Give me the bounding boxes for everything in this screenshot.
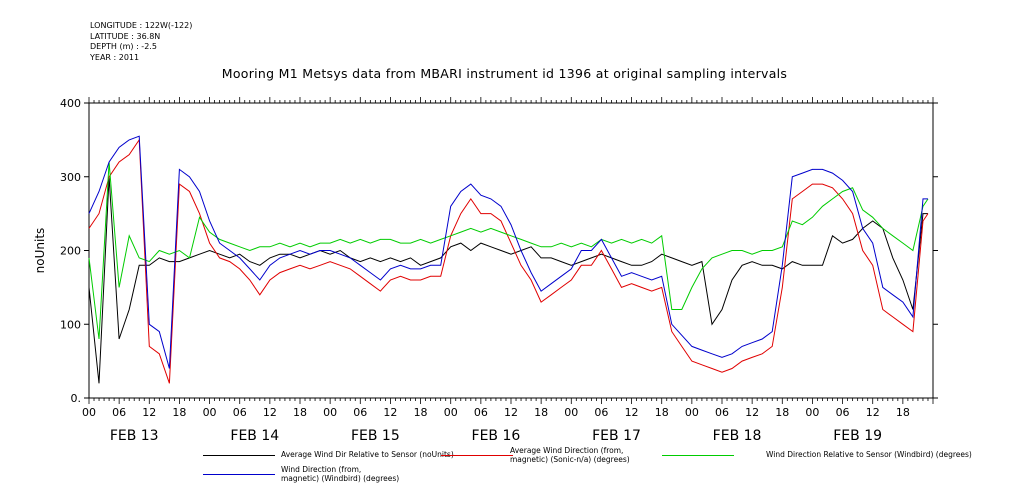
legend-swatch (203, 455, 275, 456)
x-tick-label: 06 (836, 406, 850, 419)
x-tick-label: 06 (112, 406, 126, 419)
y-tick-label: 400 (60, 97, 81, 110)
x-tick-label: 06 (474, 406, 488, 419)
x-tick-label: 00 (203, 406, 217, 419)
y-tick-label: 0. (71, 392, 82, 405)
x-tick-label: 18 (414, 406, 428, 419)
x-day-label: FEB 18 (713, 428, 762, 444)
x-tick-label: 18 (896, 406, 910, 419)
x-tick-label: 06 (353, 406, 367, 419)
series-line-2 (88, 161, 929, 340)
series-line-3 (88, 135, 928, 369)
x-tick-label: 00 (82, 406, 96, 419)
legend-label: Wind Direction (from, magnetic) (Windbir… (281, 465, 400, 483)
legend-label: Wind Direction Relative to Sensor (Windb… (766, 450, 972, 459)
legend-label: Average Wind Dir Relative to Sensor (noU… (281, 450, 454, 459)
x-tick-label: 12 (866, 406, 880, 419)
x-day-label: FEB 19 (833, 428, 882, 444)
legend-swatch (203, 474, 275, 475)
x-day-label: FEB 17 (592, 428, 641, 444)
x-tick-label: 18 (655, 406, 669, 419)
x-day-label: FEB 15 (351, 428, 400, 444)
series-line-1 (88, 138, 929, 384)
x-tick-label: 00 (444, 406, 458, 419)
x-tick-label: 18 (293, 406, 307, 419)
x-tick-label: 12 (504, 406, 518, 419)
x-tick-label: 00 (805, 406, 819, 419)
y-tick-label: 100 (60, 318, 81, 331)
x-day-label: FEB 14 (230, 428, 279, 444)
x-tick-label: 06 (594, 406, 608, 419)
x-tick-label: 12 (745, 406, 759, 419)
x-tick-label: 18 (534, 406, 548, 419)
latitude-label: LATITUDE : 36.8N (90, 31, 161, 41)
legend-label: Average Wind Direction (from, magnetic) … (510, 446, 630, 464)
depth-label: DEPTH (m) : -2.5 (90, 42, 157, 51)
x-tick-label: 00 (323, 406, 337, 419)
x-day-label: FEB 13 (110, 428, 159, 444)
x-tick-label: 12 (142, 406, 156, 419)
y-tick-label: 300 (60, 171, 81, 184)
x-tick-label: 12 (625, 406, 639, 419)
year-label: YEAR : 2011 (90, 52, 140, 62)
x-tick-label: 12 (383, 406, 397, 419)
x-tick-label: 12 (263, 406, 277, 419)
x-tick-label: 00 (564, 406, 578, 419)
series-line-0 (88, 176, 928, 384)
x-tick-label: 06 (233, 406, 247, 419)
legend-swatch (441, 455, 513, 456)
x-tick-label: 00 (685, 406, 699, 419)
y-axis-label: noUnits (33, 228, 47, 274)
x-day-label: FEB 16 (472, 428, 521, 444)
x-tick-label: 06 (715, 406, 729, 419)
longitude-label: LONGITUDE : 122W(-122) (90, 21, 193, 30)
legend-swatch (662, 455, 734, 456)
plot-frame (88, 102, 934, 399)
x-tick-label: 18 (775, 406, 789, 419)
chart-title: Mooring M1 Metsys data from MBARI instru… (221, 66, 788, 81)
y-tick-label: 200 (60, 245, 81, 258)
metadata-block: LONGITUDE : 122W(-122) LATITUDE : 36.8N … (90, 21, 192, 63)
x-tick-label: 18 (172, 406, 186, 419)
